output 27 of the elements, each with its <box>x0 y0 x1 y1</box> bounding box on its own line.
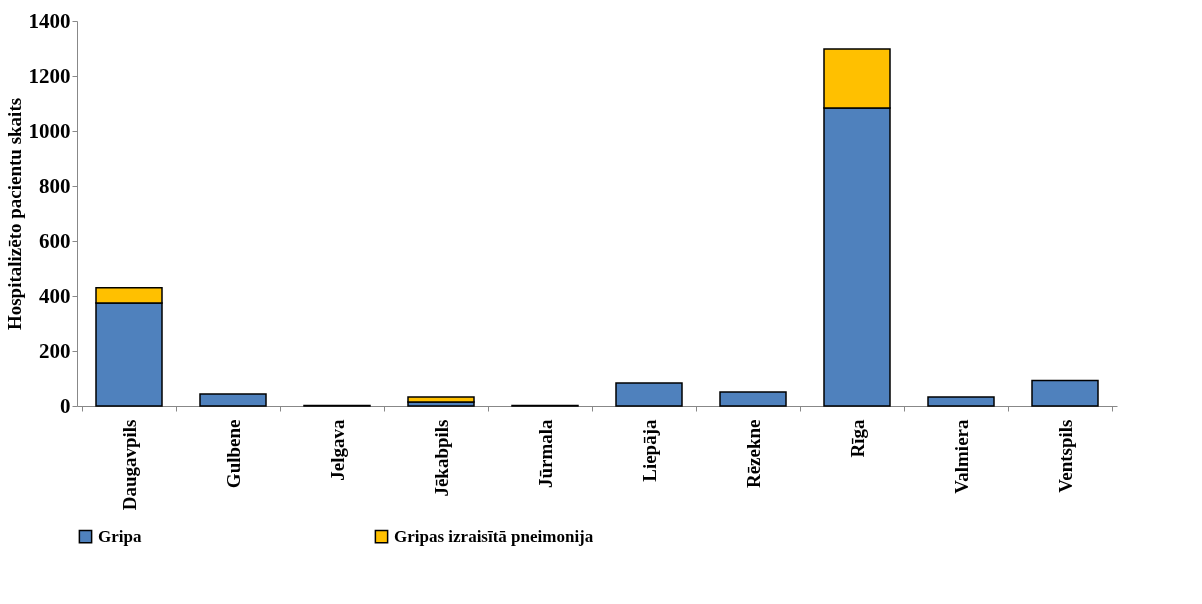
x-tick-label: Rīga <box>846 419 868 458</box>
x-tick-label: Jūrmala <box>534 419 556 489</box>
y-tick-label: 600 <box>39 228 71 253</box>
bar <box>1031 379 1099 407</box>
bar <box>615 382 683 407</box>
x-tick-label: Jēkabpils <box>430 419 452 497</box>
y-tick-label: 400 <box>39 283 71 308</box>
bar <box>927 396 995 407</box>
x-tick-label: Daugavpils <box>118 419 140 511</box>
x-tick-label: Ventspils <box>1054 419 1076 493</box>
x-tick-label: Valmiera <box>950 419 972 494</box>
x-tick-label: Jelgava <box>326 419 348 481</box>
y-tick-label: 200 <box>39 338 71 363</box>
y-tick-label: 800 <box>39 173 71 198</box>
y-tick-label: 1200 <box>28 63 71 88</box>
bar <box>199 393 267 407</box>
x-tick-label: Gulbene <box>222 419 244 489</box>
x-tick-label: Rēzekne <box>742 419 764 489</box>
y-axis-title: Hospitalizēto pacientu skaits <box>3 97 25 331</box>
x-tick-label: Liepāja <box>638 419 660 482</box>
bar <box>407 396 475 403</box>
y-tick-label: 0 <box>60 393 71 418</box>
y-tick-label: 1000 <box>28 118 71 143</box>
legend-label: Gripa <box>98 526 142 546</box>
y-tick-label: 1400 <box>28 8 71 33</box>
bar <box>719 391 787 407</box>
legend-label: Gripas izraisītā pneimonija <box>394 526 594 546</box>
